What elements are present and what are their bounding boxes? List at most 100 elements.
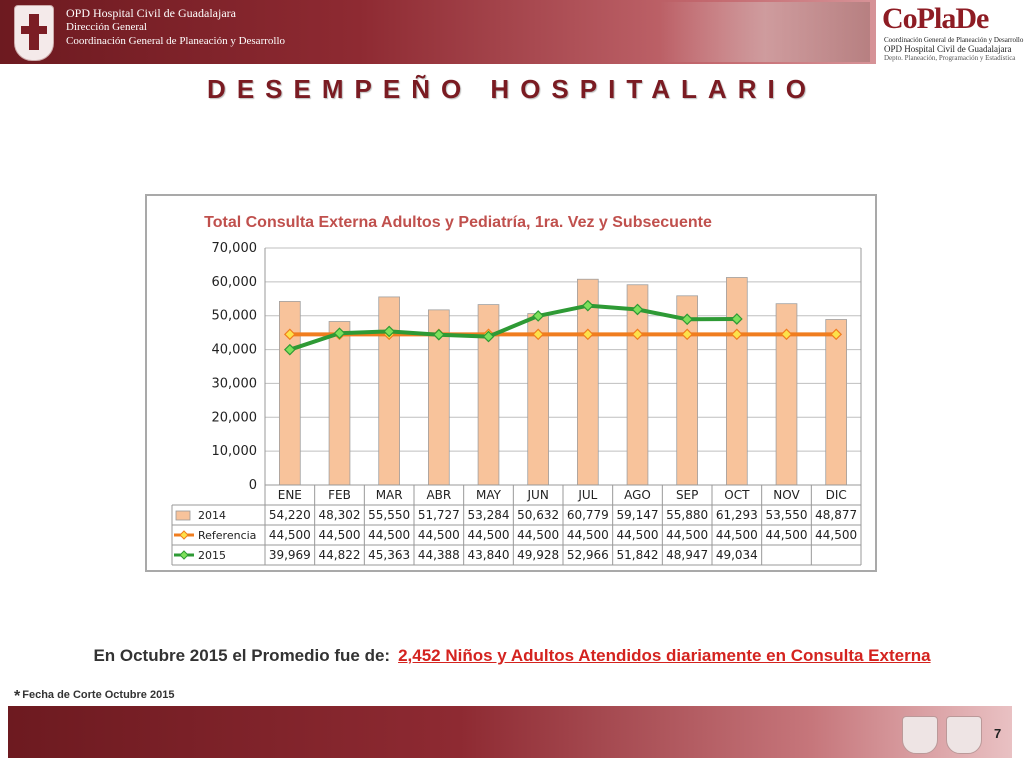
data-label-2015-JUL: 52,966 (567, 548, 609, 562)
point-2015-SEP (681, 313, 694, 326)
point-Referencia-DIC (830, 328, 843, 341)
line-series (283, 299, 843, 356)
data-label-2014-DIC: 48,877 (815, 508, 857, 522)
point-2015-OCT (730, 313, 743, 325)
data-label-Referencia-ABR: 44,500 (418, 528, 460, 542)
point-2015-AGO (631, 303, 644, 316)
chart-data-table: ENE FEB MAR ABR MAY JUN JUL AGO SEP OCT NOV DIC 2014… (171, 248, 862, 566)
legend-label-2015: 2015 (198, 549, 226, 562)
coplade-sub-2: OPD Hospital Civil de Guadalajara (884, 44, 1012, 54)
page-title: DESEMPEÑO HOSPITALARIO (207, 74, 817, 104)
footnote: * Fecha de Corte Octubre 2015 (14, 688, 174, 706)
legend-label-Referencia: Referencia (198, 529, 256, 542)
data-label-Referencia-DIC: 44,500 (815, 528, 857, 542)
data-label-2015-FEB: 44,822 (319, 548, 361, 562)
footer-banner (8, 706, 1012, 758)
footnote-text: Fecha de Corte Octubre 2015 (22, 689, 175, 701)
point-2015-MAR (383, 325, 396, 338)
data-label-2014-FEB: 48,302 (319, 508, 361, 522)
point-2015-ENE (283, 343, 296, 356)
data-label-Referencia-SEP: 44,500 (666, 528, 708, 542)
summary-highlight: 2,452 Niños y Adultos Atendidos diariame… (398, 646, 931, 665)
data-label-2015-OCT: 49,034 (716, 548, 758, 562)
data-label-Referencia-AGO: 44,500 (617, 528, 659, 542)
data-label-2014-NOV: 53,550 (766, 508, 808, 522)
data-label-2015-SEP: 48,947 (666, 548, 708, 562)
x-category-JUL: JUL (577, 488, 597, 502)
legend-marker-Referencia (179, 530, 189, 540)
data-label-2014-MAY: 53,284 (468, 508, 510, 522)
data-label-Referencia-MAY: 44,500 (468, 528, 510, 542)
data-label-Referencia-FEB: 44,500 (319, 528, 361, 542)
data-label-Referencia-ENE: 44,500 (269, 528, 311, 542)
x-category-NOV: NOV (773, 488, 800, 502)
point-2015-ABR (432, 328, 445, 341)
legend-label-2014: 2014 (198, 509, 226, 522)
y-tick-label: 0 (249, 478, 257, 493)
header-banner: OPD Hospital Civil de Guadalajara Direcc… (0, 0, 1024, 64)
coplade-sub-3: Depto. Planeación, Programación y Estadí… (884, 54, 1016, 62)
data-label-2014-MAR: 55,550 (368, 508, 410, 522)
coplade-sub-1: Coordinación General de Planeación y Des… (884, 36, 1024, 44)
data-label-2015-JUN: 49,928 (517, 548, 559, 562)
x-category-DIC: DIC (826, 488, 847, 502)
legend-marker-2015 (179, 550, 189, 560)
point-2015-JUN (532, 310, 545, 322)
page-number: 7 (994, 726, 1002, 741)
header-line-1: OPD Hospital Civil de Guadalajara (66, 6, 236, 20)
x-category-FEB: FEB (328, 488, 351, 502)
footer-logos (898, 710, 988, 754)
point-Referencia-NOV (780, 328, 793, 341)
line-2015 (289, 303, 737, 352)
coplade-logo: CoPlaDe (882, 2, 989, 35)
data-label-2015-AGO: 51,842 (617, 548, 659, 562)
jalisco-crest-icon (902, 716, 938, 754)
header-line-2: Dirección General (66, 21, 147, 33)
bar-2014-MAR (378, 296, 400, 486)
bar-series-2014 (279, 277, 847, 486)
legend-key-2014 (175, 510, 191, 521)
point-Referencia-SEP (681, 328, 694, 341)
y-tick-label: 40,000 (212, 343, 258, 358)
data-label-2014-AGO: 59,147 (617, 508, 659, 522)
hospital-shield-logo (14, 5, 54, 61)
data-label-2015-ABR: 44,388 (418, 548, 460, 562)
data-label-Referencia-JUN: 44,500 (517, 528, 559, 542)
x-category-AGO: AGO (624, 488, 651, 502)
header-line-3: Coordinación General de Planeación y Des… (66, 35, 286, 47)
point-Referencia-OCT (730, 328, 743, 341)
bar-2014-FEB (328, 321, 351, 486)
chart-title: Total Consulta Externa Adultos y Pediatr… (204, 214, 712, 231)
bar-2014-OCT (726, 277, 748, 486)
chart-svg: Total Consulta Externa Adultos y Pediatr… (171, 214, 862, 566)
y-tick-label: 10,000 (212, 444, 258, 459)
point-2015-MAY (482, 330, 495, 343)
x-category-ENE: ENE (278, 488, 302, 502)
footnote-star: * (14, 688, 21, 705)
data-label-2014-SEP: 55,880 (666, 508, 708, 522)
data-label-2015-ENE: 39,969 (269, 548, 311, 562)
point-Referencia-AGO (631, 328, 644, 341)
point-Referencia-JUL (581, 328, 594, 341)
chart-container: Total Consulta Externa Adultos y Pediatr… (145, 194, 877, 572)
x-category-OCT: OCT (724, 488, 750, 502)
data-label-2014-OCT: 61,293 (716, 508, 758, 522)
point-2015-FEB (333, 327, 346, 340)
data-label-Referencia-JUL: 44,500 (567, 528, 609, 542)
y-tick-label: 20,000 (212, 410, 258, 425)
data-label-2014-ABR: 51,727 (418, 508, 460, 522)
data-label-2014-JUL: 60,779 (567, 508, 609, 522)
y-tick-label: 30,000 (212, 376, 258, 391)
x-category-JUN: JUN (527, 488, 549, 502)
data-label-Referencia-OCT: 44,500 (716, 528, 758, 542)
y-axis-ticks: 0 10,000 20,000 30,000 40,000 50,000 60,000 70,… (212, 241, 258, 493)
point-2015-JUL (581, 299, 594, 312)
point-Referencia-ENE (283, 328, 296, 341)
chart-gridlines (265, 247, 861, 486)
x-category-SEP: SEP (676, 488, 698, 502)
y-tick-label: 60,000 (212, 275, 258, 290)
x-category-MAR: MAR (376, 488, 403, 502)
hospital-crest-icon (946, 716, 982, 754)
header-text: OPD Hospital Civil de Guadalajara Direcc… (66, 6, 285, 48)
summary-prefix: En Octubre 2015 el Promedio fue de: (93, 646, 391, 665)
